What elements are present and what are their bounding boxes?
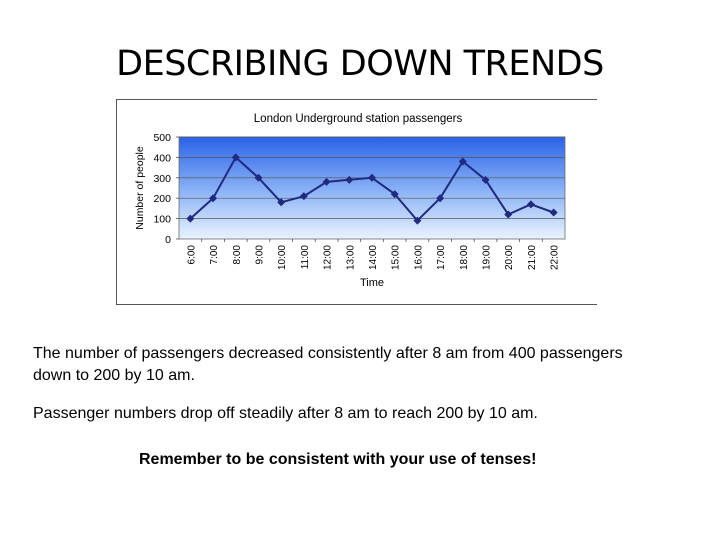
data-point-marker [549, 208, 558, 217]
data-point-marker [322, 177, 331, 186]
x-tick-label: 8:00 [232, 245, 243, 265]
x-tick-label: 15:00 [391, 245, 402, 270]
data-point-marker [345, 175, 354, 184]
x-tick-label: 7:00 [209, 245, 220, 265]
line-chart: London Underground station passengers 0 1… [134, 113, 566, 289]
paragraph-1: The number of passengers decreased consi… [33, 345, 623, 384]
chart-frame: London Underground station passengers 0 1… [116, 99, 597, 305]
x-tick-label: 11:00 [300, 245, 311, 270]
data-point-marker [413, 216, 422, 225]
data-point-marker [277, 198, 286, 207]
data-point-marker [299, 192, 308, 201]
chart-title: London Underground station passengers [254, 113, 463, 125]
x-tick-label: 12:00 [323, 245, 334, 270]
data-point-marker [368, 173, 376, 182]
y-tick-label: 0 [165, 234, 171, 246]
x-tick-label: 14:00 [368, 245, 379, 270]
plot-area [178, 136, 566, 240]
data-point-marker [231, 153, 240, 162]
data-point-marker [254, 173, 263, 182]
paragraph-2: Passenger numbers drop off steadily afte… [33, 405, 538, 422]
y-tick-labels: 0 100 200 300 400 500 [153, 132, 171, 246]
data-point-marker [390, 190, 399, 199]
x-tick-label: 16:00 [413, 245, 424, 270]
x-tick-label: 21:00 [527, 245, 538, 270]
data-point-marker [186, 214, 195, 223]
reminder-text: Remember to be consistent with your use … [139, 451, 537, 468]
x-tick-label: 19:00 [482, 245, 493, 270]
x-tick-label: 17:00 [436, 245, 447, 270]
x-tick-label: 18:00 [459, 245, 470, 270]
data-point-marker [504, 210, 513, 219]
y-tick-label: 300 [153, 173, 171, 185]
x-tick-label: 13:00 [345, 245, 356, 270]
y-axis-label: Number of people [134, 146, 146, 230]
slide-title: DESCRIBING DOWN TRENDS [116, 44, 604, 84]
y-tick-label: 400 [153, 152, 171, 164]
x-tick-labels: 6:00 7:00 8:00 9:00 10:00 11:00 12:00 13:00 14:0… [186, 245, 560, 270]
data-point-marker [481, 175, 490, 184]
x-axis-label: Time [360, 277, 384, 289]
x-tick-label: 6:00 [186, 245, 197, 265]
x-tick-label: 22:00 [550, 245, 561, 270]
x-tick-label: 20:00 [504, 245, 515, 270]
data-point-marker [526, 200, 535, 209]
y-tick-label: 500 [153, 132, 171, 144]
x-tick-label: 9:00 [254, 245, 265, 265]
data-point-marker [209, 194, 218, 203]
y-tick-label: 100 [153, 214, 171, 226]
y-tick-label: 200 [153, 193, 171, 205]
x-tick-label: 10:00 [277, 245, 288, 270]
data-point-marker [436, 194, 445, 203]
